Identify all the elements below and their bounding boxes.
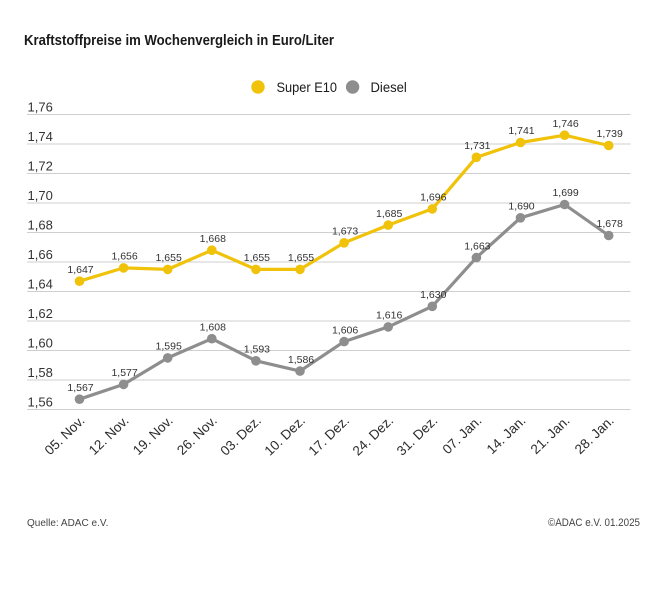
svg-text:1,62: 1,62 [28, 306, 53, 321]
svg-text:1,731: 1,731 [464, 140, 490, 152]
svg-text:1,663: 1,663 [464, 240, 490, 252]
svg-text:1,577: 1,577 [111, 367, 137, 379]
svg-text:1,74: 1,74 [28, 129, 53, 144]
svg-text:1,673: 1,673 [332, 226, 358, 238]
svg-text:1,68: 1,68 [28, 217, 53, 232]
svg-text:1,690: 1,690 [508, 201, 534, 213]
svg-text:1,656: 1,656 [111, 251, 137, 263]
svg-text:1,56: 1,56 [28, 394, 53, 409]
svg-text:1,699: 1,699 [552, 187, 578, 199]
svg-text:Super E10: Super E10 [277, 80, 338, 95]
svg-text:1,586: 1,586 [288, 354, 314, 366]
svg-text:Quelle: ADAC e.V.: Quelle: ADAC e.V. [27, 518, 108, 529]
svg-text:1,58: 1,58 [28, 365, 53, 380]
svg-text:1,647: 1,647 [67, 264, 93, 276]
svg-text:1,739: 1,739 [597, 128, 623, 140]
svg-text:1,60: 1,60 [28, 335, 53, 350]
svg-text:©ADAC e.V. 01.2025: ©ADAC e.V. 01.2025 [548, 517, 640, 529]
svg-text:1,668: 1,668 [200, 233, 226, 245]
svg-text:1,616: 1,616 [376, 310, 402, 322]
svg-text:1,72: 1,72 [28, 158, 53, 173]
svg-text:1,696: 1,696 [420, 192, 446, 204]
svg-text:1,746: 1,746 [552, 118, 578, 130]
svg-text:1,70: 1,70 [28, 188, 53, 203]
svg-text:1,567: 1,567 [67, 382, 93, 394]
svg-text:1,741: 1,741 [508, 125, 534, 137]
svg-text:1,655: 1,655 [244, 252, 270, 264]
svg-text:1,64: 1,64 [28, 276, 53, 291]
svg-text:Kraftstoffpreise im Wochenverg: Kraftstoffpreise im Wochenvergleich in E… [24, 32, 334, 49]
svg-text:1,678: 1,678 [597, 218, 623, 230]
svg-text:1,595: 1,595 [156, 341, 182, 353]
svg-text:1,685: 1,685 [376, 208, 402, 220]
svg-text:1,66: 1,66 [28, 247, 53, 262]
svg-text:1,608: 1,608 [200, 321, 226, 333]
svg-text:1,606: 1,606 [332, 324, 358, 336]
svg-text:1,630: 1,630 [420, 289, 446, 301]
svg-text:1,655: 1,655 [156, 252, 182, 264]
svg-text:1,593: 1,593 [244, 344, 270, 356]
svg-text:1,76: 1,76 [28, 99, 53, 114]
svg-text:1,655: 1,655 [288, 252, 314, 264]
svg-text:Diesel: Diesel [371, 80, 407, 95]
